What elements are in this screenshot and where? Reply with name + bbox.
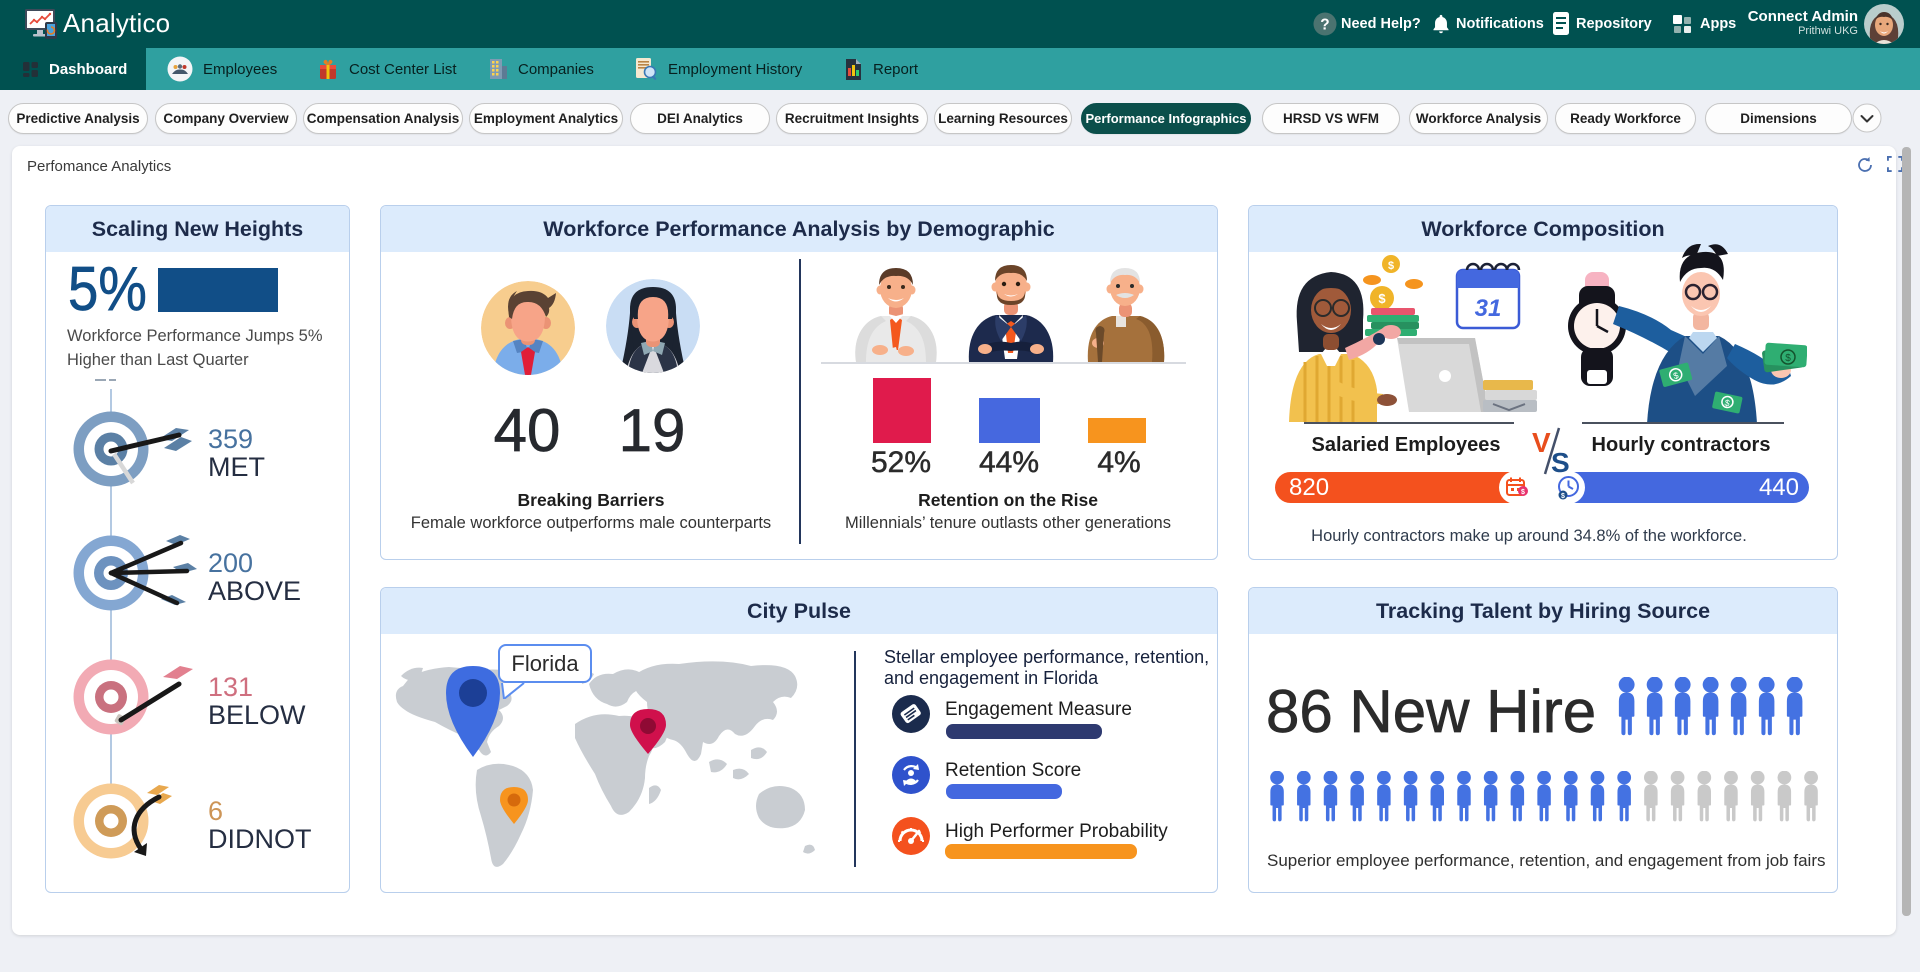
svg-text:$: $ xyxy=(1521,489,1525,496)
svg-text:31: 31 xyxy=(1475,295,1502,322)
svg-text:$: $ xyxy=(1378,291,1386,306)
svg-text:$: $ xyxy=(1724,398,1731,409)
svg-text:$: $ xyxy=(1672,370,1679,381)
svg-text:$: $ xyxy=(1561,493,1565,500)
svg-text:?: ? xyxy=(1320,16,1329,33)
svg-text:S: S xyxy=(1551,447,1570,476)
svg-text:$: $ xyxy=(1388,260,1394,272)
svg-text:$: $ xyxy=(1785,353,1791,364)
svg-text:V: V xyxy=(1532,427,1551,458)
